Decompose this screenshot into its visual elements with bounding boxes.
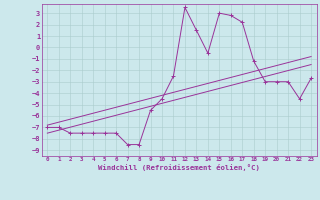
X-axis label: Windchill (Refroidissement éolien,°C): Windchill (Refroidissement éolien,°C) — [98, 164, 260, 171]
